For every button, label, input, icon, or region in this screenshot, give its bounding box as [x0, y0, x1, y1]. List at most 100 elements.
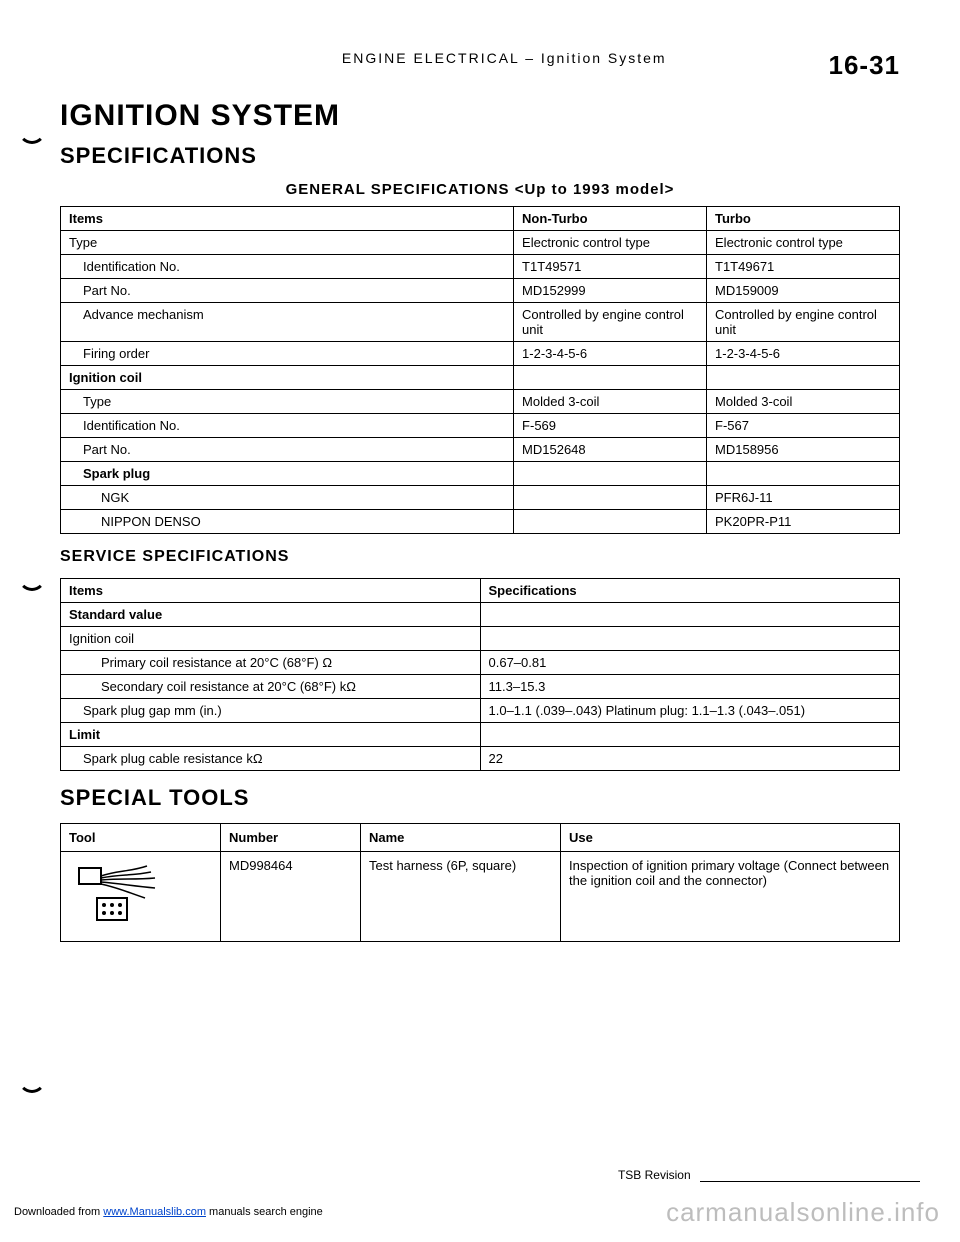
cell-turbo: [707, 366, 900, 390]
cell-item: Standard value: [61, 603, 481, 627]
tools-col-name: Name: [361, 824, 561, 852]
cell-item: Ignition coil: [61, 627, 481, 651]
specifications-heading: SPECIFICATIONS: [60, 143, 900, 169]
cell-value: [480, 603, 900, 627]
cell-turbo: F-567: [707, 414, 900, 438]
footer: Downloaded from www.Manualslib.com manua…: [14, 1206, 323, 1218]
table-row: NGK PFR6J-11: [61, 486, 900, 510]
table-row: TypeElectronic control typeElectronic co…: [61, 231, 900, 255]
cell-turbo: Controlled by engine control unit: [707, 303, 900, 342]
cell-item: Secondary coil resistance at 20°C (68°F)…: [61, 675, 481, 699]
binder-arc-top: [18, 116, 46, 144]
section-title: IGNITION SYSTEM: [60, 99, 900, 133]
tools-col-number: Number: [221, 824, 361, 852]
cell-turbo: Molded 3-coil: [707, 390, 900, 414]
page-number: 16-31: [829, 50, 901, 81]
cell-turbo: PFR6J-11: [707, 486, 900, 510]
service-specs-table: Items Specifications Standard valueIgnit…: [60, 578, 900, 771]
footer-link[interactable]: www.Manualslib.com: [103, 1206, 206, 1218]
tool-row: MD998464 Test harness (6P, square) Inspe…: [61, 852, 900, 942]
cell-item: Part No.: [61, 438, 514, 462]
cell-turbo: Electronic control type: [707, 231, 900, 255]
general-specs-heading: GENERAL SPECIFICATIONS <Up to 1993 model…: [60, 181, 900, 198]
cell-nonturbo: 1-2-3-4-5-6: [514, 342, 707, 366]
col-items: Items: [61, 207, 514, 231]
tsb-line: [700, 1181, 920, 1182]
table-row: Spark plug gap mm (in.)1.0–1.1 (.039–.04…: [61, 699, 900, 723]
tool-name: Test harness (6P, square): [361, 852, 561, 942]
cell-item: Type: [61, 390, 514, 414]
table-row: TypeMolded 3-coilMolded 3-coil: [61, 390, 900, 414]
cell-value: [480, 723, 900, 747]
service-specs-heading: SERVICE SPECIFICATIONS: [60, 548, 900, 566]
cell-nonturbo: Controlled by engine control unit: [514, 303, 707, 342]
cell-item: Advance mechanism: [61, 303, 514, 342]
cell-turbo: MD158956: [707, 438, 900, 462]
cell-nonturbo: T1T49571: [514, 255, 707, 279]
tools-col-tool: Tool: [61, 824, 221, 852]
cell-item: Type: [61, 231, 514, 255]
cell-item: NIPPON DENSO: [61, 510, 514, 534]
table-row: Identification No.T1T49571T1T49671: [61, 255, 900, 279]
general-specs-header: Items Non-Turbo Turbo: [61, 207, 900, 231]
table-row: Standard value: [61, 603, 900, 627]
cell-nonturbo: Molded 3-coil: [514, 390, 707, 414]
cell-item: Primary coil resistance at 20°C (68°F) Ω: [61, 651, 481, 675]
cell-nonturbo: [514, 366, 707, 390]
cell-value: 0.67–0.81: [480, 651, 900, 675]
cell-value: 1.0–1.1 (.039–.043) Platinum plug: 1.1–1…: [480, 699, 900, 723]
tool-number: MD998464: [221, 852, 361, 942]
watermark: carmanualsonline.info: [666, 1197, 940, 1228]
table-row: Identification No.F-569F-567: [61, 414, 900, 438]
cell-turbo: 1-2-3-4-5-6: [707, 342, 900, 366]
svc-col-items: Items: [61, 579, 481, 603]
cell-item: NGK: [61, 486, 514, 510]
cell-nonturbo: [514, 510, 707, 534]
table-row: NIPPON DENSO PK20PR-P11: [61, 510, 900, 534]
tool-image: [61, 852, 221, 942]
page: ENGINE ELECTRICAL – Ignition System 16-3…: [0, 0, 960, 1242]
tools-table: Tool Number Name Use: [60, 823, 900, 942]
cell-item: Limit: [61, 723, 481, 747]
table-row: Primary coil resistance at 20°C (68°F) Ω…: [61, 651, 900, 675]
cell-item: Identification No.: [61, 255, 514, 279]
cell-turbo: [707, 462, 900, 486]
header-title: ENGINE ELECTRICAL – Ignition System: [180, 50, 829, 66]
cell-item: Firing order: [61, 342, 514, 366]
binder-arc-bot: [18, 1065, 46, 1093]
special-tools-heading: SPECIAL TOOLS: [60, 785, 900, 811]
general-specs-table: Items Non-Turbo Turbo TypeElectronic con…: [60, 206, 900, 534]
table-row: Spark plug cable resistance kΩ22: [61, 747, 900, 771]
cell-item: Identification No.: [61, 414, 514, 438]
harness-icon: [69, 858, 169, 928]
cell-item: Spark plug: [61, 462, 514, 486]
footer-prefix: Downloaded from: [14, 1206, 103, 1218]
tool-use: Inspection of ignition primary voltage (…: [561, 852, 900, 942]
tools-col-use: Use: [561, 824, 900, 852]
cell-nonturbo: [514, 462, 707, 486]
cell-value: 22: [480, 747, 900, 771]
cell-turbo: PK20PR-P11: [707, 510, 900, 534]
binder-arc-mid: [18, 563, 46, 591]
cell-nonturbo: Electronic control type: [514, 231, 707, 255]
tsb-label: TSB Revision: [618, 1168, 691, 1182]
table-row: Advance mechanismControlled by engine co…: [61, 303, 900, 342]
cell-turbo: MD159009: [707, 279, 900, 303]
cell-item: Ignition coil: [61, 366, 514, 390]
table-row: Limit: [61, 723, 900, 747]
table-row: Secondary coil resistance at 20°C (68°F)…: [61, 675, 900, 699]
general-specs-body: TypeElectronic control typeElectronic co…: [61, 231, 900, 534]
cell-value: [480, 627, 900, 651]
table-row: Ignition coil: [61, 627, 900, 651]
cell-nonturbo: MD152648: [514, 438, 707, 462]
cell-item: Spark plug cable resistance kΩ: [61, 747, 481, 771]
table-row: Firing order1-2-3-4-5-61-2-3-4-5-6: [61, 342, 900, 366]
tsb-revision: TSB Revision: [618, 1168, 920, 1182]
cell-nonturbo: [514, 486, 707, 510]
cell-turbo: T1T49671: [707, 255, 900, 279]
cell-value: 11.3–15.3: [480, 675, 900, 699]
cell-item: Part No.: [61, 279, 514, 303]
col-turbo: Turbo: [707, 207, 900, 231]
footer-suffix: manuals search engine: [206, 1206, 323, 1218]
service-specs-body: Standard valueIgnition coilPrimary coil …: [61, 603, 900, 771]
